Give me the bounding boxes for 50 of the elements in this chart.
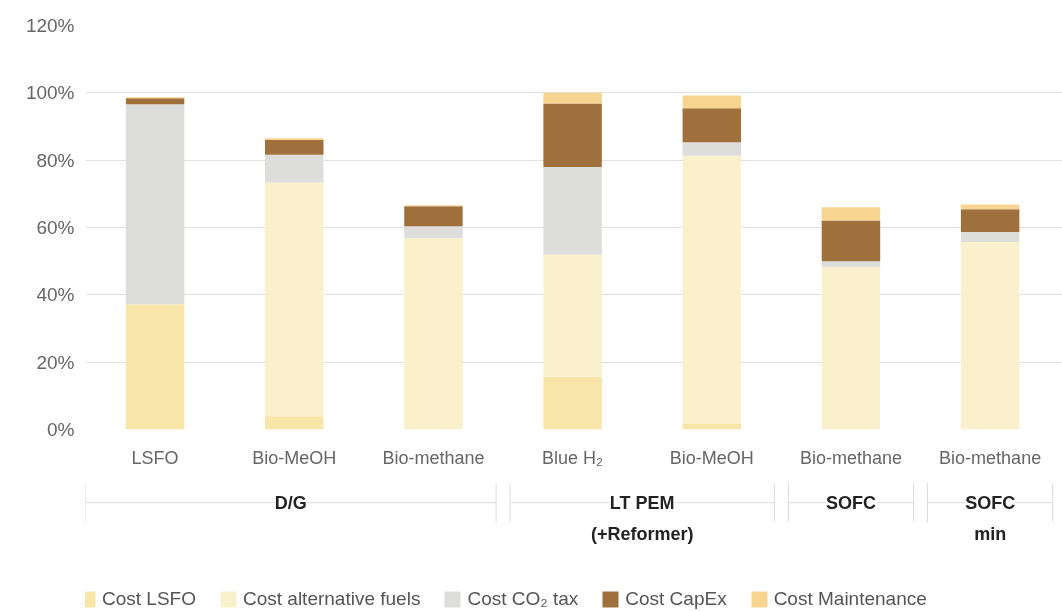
- bar: [125, 304, 185, 430]
- bar: [404, 206, 463, 227]
- bar: [960, 209, 1020, 232]
- bar: [404, 226, 463, 239]
- legend-label: Cost Maintenance: [773, 588, 927, 610]
- y-tick-label: 40%: [36, 284, 75, 306]
- bar: [682, 155, 742, 425]
- y-tick-label: 80%: [36, 149, 75, 171]
- x-tick-label: Bio-MeOH: [669, 447, 754, 468]
- bar: [265, 154, 324, 183]
- y-tick-label: 20%: [36, 351, 75, 373]
- bar: [125, 104, 185, 305]
- bar: [682, 95, 742, 109]
- bar: [543, 103, 602, 167]
- x-tick-label: Bio-MeOH: [252, 447, 337, 468]
- bar: [682, 142, 742, 156]
- bar: [682, 108, 742, 143]
- x-tick-label: Bio-methane: [939, 447, 1042, 468]
- bar: [960, 241, 1020, 430]
- text: SOFC min: [965, 492, 1016, 544]
- bar: [682, 424, 742, 430]
- bar: [265, 139, 324, 155]
- x-tick-label: Bio-methane: [382, 447, 485, 468]
- x-tick-label: Blue H₂: [542, 447, 604, 468]
- text: LT PEM (+Reformer): [590, 492, 694, 544]
- legend-label: Cost CO₂ tax: [467, 588, 579, 610]
- bar: [265, 182, 324, 417]
- bar: [821, 220, 881, 262]
- bar: [821, 266, 881, 430]
- legend-label: Cost alternative fuels: [242, 588, 421, 610]
- y-tick-label: 100%: [25, 82, 75, 104]
- bar: [821, 207, 881, 221]
- text: D/G: [274, 492, 307, 513]
- bar: [543, 166, 602, 255]
- text: SOFC: [825, 492, 876, 513]
- bar: [125, 98, 185, 105]
- bar: [265, 416, 324, 430]
- x-tick-label: Bio-methane: [799, 447, 902, 468]
- bar: [821, 261, 881, 267]
- legend-label: Cost LSFO: [102, 588, 196, 610]
- y-tick-label: 0%: [47, 419, 75, 440]
- y-tick-label: 60%: [36, 217, 75, 238]
- legend-label: Cost CapEx: [625, 588, 727, 610]
- bar: [543, 254, 602, 377]
- y-tick-label: 120%: [25, 15, 75, 36]
- bar: [543, 92, 602, 104]
- x-tick-label: LSFO: [131, 447, 179, 468]
- bar: [543, 376, 602, 430]
- bar: [404, 238, 463, 430]
- bar: [960, 231, 1020, 242]
